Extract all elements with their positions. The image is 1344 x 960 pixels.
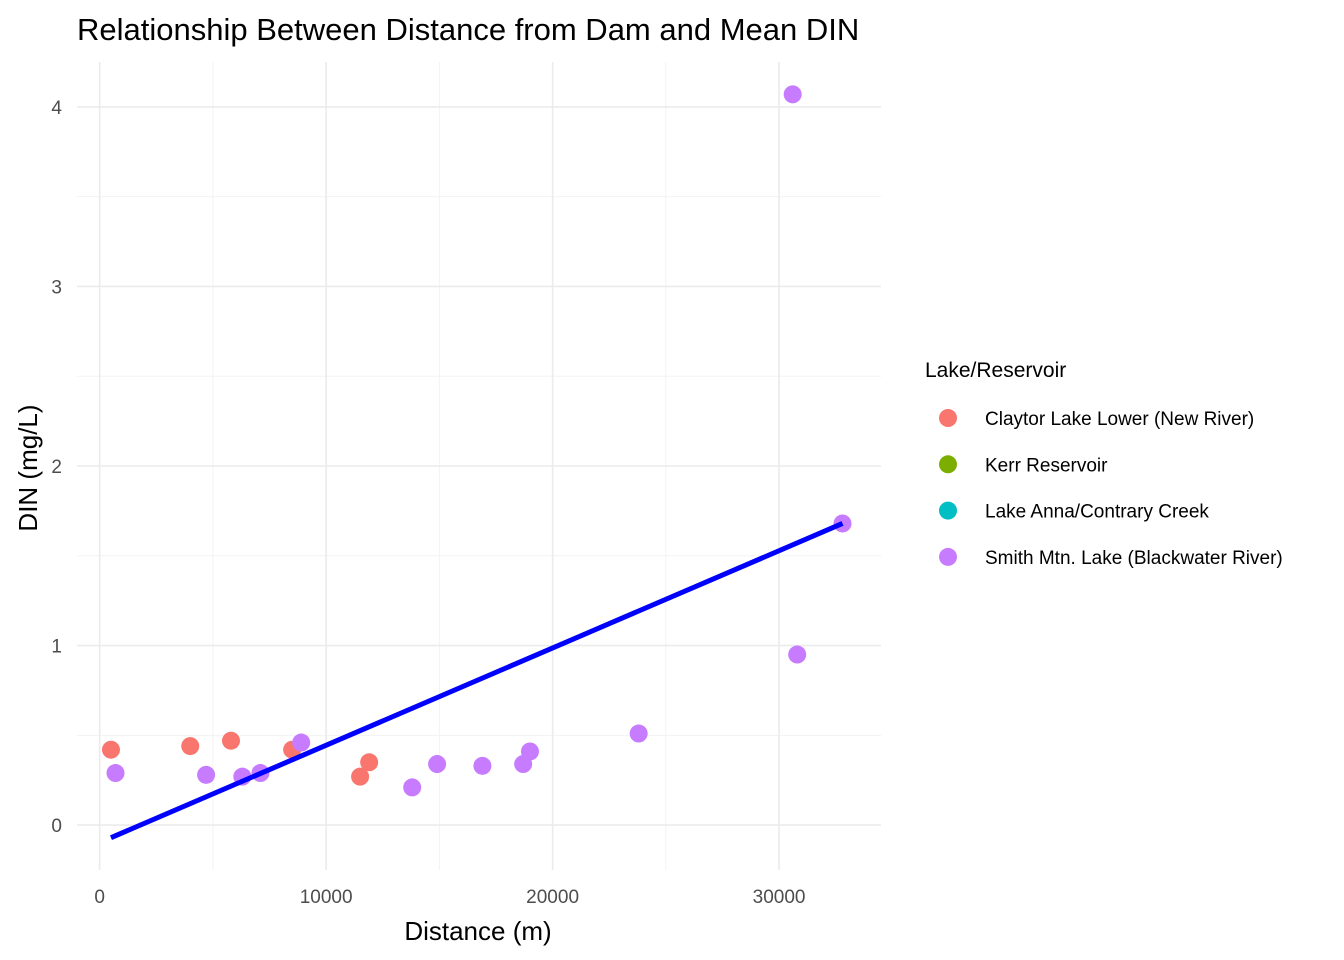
data-point (403, 778, 422, 797)
y-tick-label: 2 (51, 457, 62, 478)
legend-key (939, 501, 957, 520)
data-point (783, 85, 802, 104)
data-point (428, 755, 447, 774)
chart-title: Relationship Between Distance from Dam a… (77, 12, 859, 47)
legend-key (939, 409, 957, 427)
data-point (101, 740, 120, 759)
data-point (197, 765, 216, 784)
y-axis-tick-labels: 0 1 2 3 4 (51, 98, 62, 837)
x-axis-title: Distance (m) (404, 916, 551, 946)
data-point (360, 753, 379, 772)
data-point (222, 731, 241, 750)
regression-line (109, 521, 844, 840)
data-point (788, 645, 807, 664)
y-tick-label: 0 (51, 816, 62, 837)
data-point (292, 733, 311, 752)
x-axis-tick-labels: 0 10000 20000 30000 (94, 887, 805, 908)
legend-label: Kerr Reservoir (985, 455, 1108, 476)
data-point (351, 767, 370, 786)
x-tick-label: 30000 (753, 887, 806, 908)
x-tick-label: 20000 (526, 887, 579, 908)
data-point (473, 756, 492, 775)
y-tick-label: 4 (51, 98, 62, 119)
legend-key (939, 455, 957, 474)
data-point (181, 737, 200, 756)
data-point (106, 764, 125, 783)
legend-label: Claytor Lake Lower (New River) (985, 409, 1254, 430)
legend-title: Lake/Reservoir (925, 359, 1066, 382)
data-point (520, 742, 539, 761)
legend-items: Claytor Lake Lower (New River) Kerr Reser… (939, 409, 1283, 569)
x-tick-label: 10000 (300, 887, 353, 908)
legend-key (939, 547, 957, 566)
y-tick-label: 1 (51, 637, 62, 658)
grid-lines (77, 62, 881, 870)
y-tick-label: 3 (51, 277, 62, 298)
y-axis-title: DIN (mg/L) (13, 404, 43, 531)
x-tick-label: 0 (94, 887, 105, 908)
data-points (101, 85, 852, 797)
data-point (629, 724, 648, 743)
legend: Lake/Reservoir Claytor Lake Lower (New R… (925, 359, 1283, 569)
legend-label: Smith Mtn. Lake (Blackwater River) (985, 548, 1283, 569)
legend-label: Lake Anna/Contrary Creek (985, 502, 1209, 523)
trend-line (109, 521, 844, 840)
